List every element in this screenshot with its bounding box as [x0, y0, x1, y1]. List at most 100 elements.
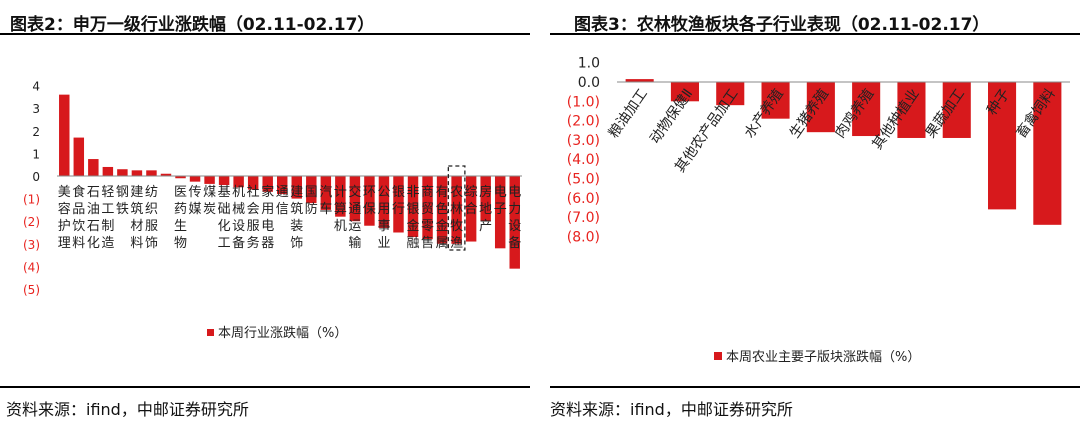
x-tick-label: 汽车	[319, 185, 332, 217]
x-tick-label: 非银金融	[407, 185, 420, 251]
right-bar-chart: 1.0 0.0 (1.0) (2.0) (3.0) (4.0) (5.0) (6.0) (7.0…	[567, 56, 1070, 365]
x-tick-label: 建筑材料	[130, 185, 143, 251]
right-chart-panel: 图表3：农林牧渔板块各子行业表现（02.11-02.17） 1.0 0.0 (1.0…	[550, 0, 1080, 427]
x-tick-label: 房地产	[479, 184, 492, 234]
x-tick-label: 银行	[392, 185, 405, 217]
x-tick-label: 粮油加工	[606, 86, 651, 141]
legend-label: 本周农业主要子版块涨跌幅（%）	[726, 349, 920, 365]
right-bottom-rule	[550, 386, 1080, 388]
y-tick-label: 2	[32, 125, 40, 139]
x-tick-label: 通信	[276, 185, 289, 217]
bar	[897, 82, 926, 138]
x-tick-label: 医药生物	[174, 185, 187, 251]
y-tick-label: (6.0)	[567, 191, 600, 207]
x-tick-label: 传媒	[189, 185, 202, 217]
left-top-rule	[0, 33, 530, 35]
y-tick-label: (1)	[23, 193, 40, 207]
bar	[378, 176, 390, 228]
x-tick-label: 煤炭	[203, 185, 216, 217]
bar	[335, 176, 346, 217]
bar	[852, 82, 881, 137]
bar	[716, 82, 745, 106]
x-tick-label: 商贸零售	[421, 185, 434, 251]
x-tick-label: 国防	[305, 185, 318, 217]
bar	[364, 176, 375, 226]
y-tick-label: (2.0)	[567, 114, 600, 130]
bar	[806, 82, 835, 133]
bar	[1033, 82, 1062, 225]
bar	[88, 159, 99, 176]
y-tick-label: (3)	[23, 238, 40, 252]
bar	[393, 176, 404, 233]
legend-swatch	[714, 352, 722, 360]
left-chart-title: 图表2：申万一级行业涨跌幅（02.11-02.17）	[10, 15, 375, 35]
bar	[306, 176, 317, 204]
y-tick-label: 0.0	[578, 75, 600, 91]
x-tick-label: 电子	[494, 185, 507, 217]
bar	[218, 176, 230, 186]
bar	[407, 176, 419, 238]
x-tick-label: 交通运输	[348, 184, 361, 251]
x-tick-label: 石油石化	[87, 185, 100, 251]
x-tick-label: 食品饮料	[72, 184, 85, 251]
bar	[233, 176, 244, 188]
x-tick-label: 基础化工	[218, 185, 231, 251]
x-tick-label: 钢铁	[116, 185, 129, 217]
y-tick-label: (1.0)	[567, 94, 600, 110]
y-tick-label: (5)	[23, 283, 40, 297]
bar	[509, 176, 520, 269]
x-tick-label: 美容护理	[58, 185, 71, 251]
bar	[73, 137, 85, 176]
bar	[494, 176, 506, 249]
bar	[175, 176, 186, 179]
left-chart-panel: 图表2：申万一级行业涨跌幅（02.11-02.17） 4 3 2 1 0 (1) (2) (3…	[0, 0, 530, 427]
bar	[131, 170, 143, 176]
x-tick-label: 有色金属	[436, 185, 449, 251]
legend-swatch	[207, 329, 214, 336]
y-tick-label: (4.0)	[567, 152, 600, 168]
bar	[988, 82, 1017, 210]
bar	[247, 176, 259, 190]
left-bottom-rule	[0, 386, 530, 388]
y-tick-label: (4)	[23, 260, 40, 274]
legend-label: 本周行业涨跌幅（%）	[218, 325, 347, 341]
y-tick-label: 3	[32, 102, 40, 116]
bar	[160, 173, 172, 176]
bar	[320, 176, 332, 210]
y-tick-label: (2)	[23, 215, 40, 229]
x-tick-label: 家用电器	[261, 184, 274, 251]
y-tick-label: (8.0)	[567, 229, 600, 245]
bar	[277, 176, 288, 195]
x-tick-label: 社会服务	[247, 184, 260, 251]
y-tick-label: (7.0)	[567, 210, 600, 226]
x-tick-label: 公用事业	[377, 185, 390, 251]
x-tick-label: 纺织服饰	[145, 185, 158, 251]
bar	[761, 82, 790, 119]
right-top-rule	[550, 33, 1080, 35]
x-tick-label: 建筑装饰	[290, 185, 303, 251]
bar	[480, 176, 491, 222]
y-tick-label: 1.0	[578, 56, 600, 72]
bar	[102, 166, 114, 176]
bar	[465, 176, 477, 242]
x-tick-label: 轻工制造	[101, 185, 114, 251]
x-tick-label: 电力设备	[508, 185, 521, 251]
x-tick-label: 机械设备	[232, 185, 245, 251]
x-tick-label: 农林牧渔	[450, 185, 463, 251]
bar	[422, 176, 433, 240]
bar	[942, 82, 971, 138]
bar	[291, 176, 302, 199]
bar	[349, 176, 361, 222]
y-tick-label: 1	[32, 147, 40, 161]
bar	[625, 79, 654, 82]
bar	[146, 170, 157, 176]
x-tick-label: 环保	[363, 185, 376, 217]
y-tick-label: 0	[32, 170, 40, 184]
bar	[117, 169, 128, 176]
y-tick-label: (5.0)	[567, 172, 600, 188]
left-source-note: 资料来源：ifind，中邮证券研究所	[6, 400, 249, 419]
right-source-note: 资料来源：ifind，中邮证券研究所	[550, 400, 793, 419]
bar	[451, 176, 462, 244]
y-tick-label: (3.0)	[567, 133, 600, 149]
bar	[204, 176, 215, 184]
